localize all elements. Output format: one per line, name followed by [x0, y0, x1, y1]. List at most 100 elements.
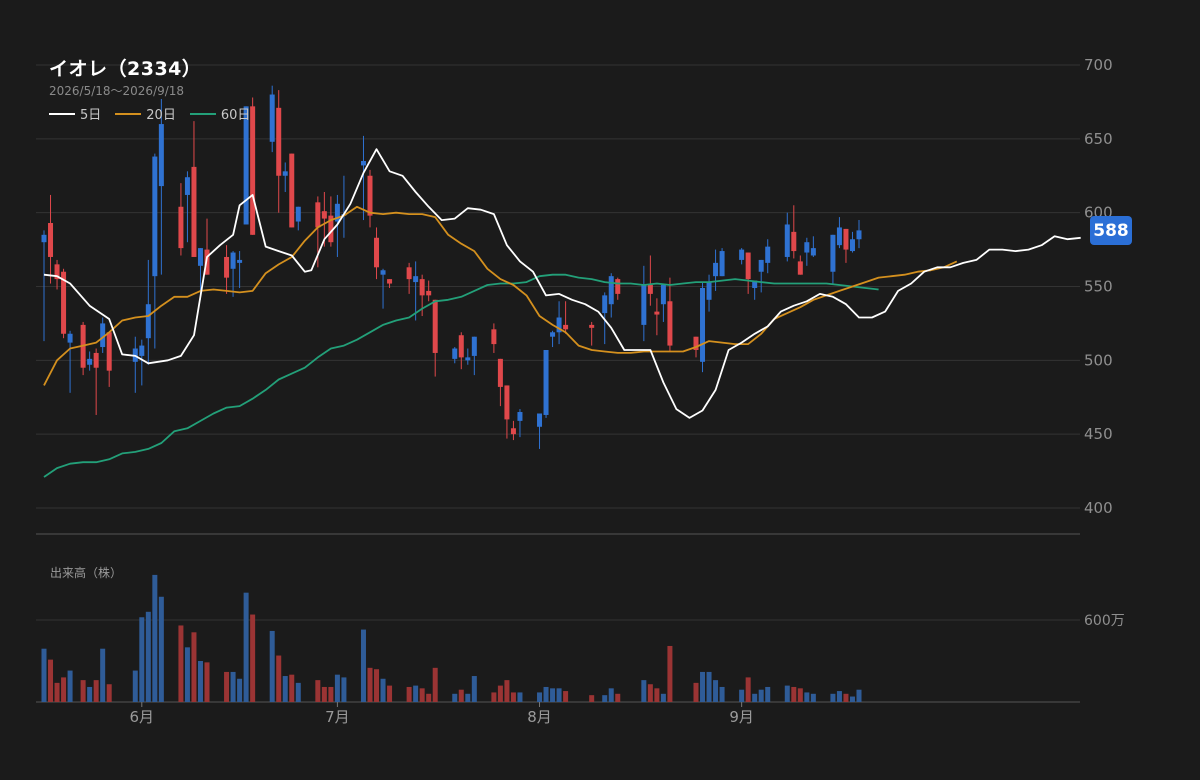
candle-body [517, 412, 523, 421]
candle-body [432, 299, 438, 353]
candle-body [191, 166, 197, 257]
candle-body [243, 106, 249, 225]
candle-body [458, 335, 464, 358]
volume-bar [830, 693, 836, 702]
month-tick-label: 8月 [527, 708, 552, 726]
volume-bar [80, 680, 86, 702]
candle-body [184, 177, 190, 195]
volume-bar [641, 680, 647, 702]
volume-bar [647, 684, 653, 702]
candle-body [765, 246, 771, 263]
candle-body [752, 280, 758, 288]
volume-bar [315, 680, 321, 702]
ma5-line [43, 148, 1081, 419]
candle-body [543, 349, 549, 415]
volume-bar [693, 682, 699, 702]
candle-body [276, 107, 282, 176]
legend: 5日 20日 60日 [49, 104, 250, 123]
candle-body [61, 271, 67, 334]
candle-body [497, 358, 503, 387]
legend-item-ma60[interactable]: 60日 [189, 104, 250, 123]
price-tick-label: 500 [1084, 351, 1113, 369]
legend-item-ma20[interactable]: 20日 [115, 104, 176, 123]
candle-body [250, 106, 256, 235]
candle-body [849, 239, 855, 252]
candle-body [41, 234, 47, 243]
volume-bar [321, 686, 327, 702]
volume-bar [791, 686, 797, 702]
candle-body [504, 385, 510, 420]
candle-body [647, 285, 653, 294]
volume-bar [387, 685, 393, 702]
volume-bar [237, 678, 243, 702]
volume-bar [706, 671, 712, 702]
price-tick-label: 700 [1084, 56, 1113, 74]
volume-bar [537, 692, 543, 702]
volume-bar [608, 688, 614, 702]
candle-body [719, 251, 725, 277]
candle-body [465, 357, 471, 361]
volume-bar [719, 686, 725, 702]
candle-body [654, 311, 660, 315]
candle-body [152, 156, 158, 277]
candle-body [556, 317, 562, 333]
candle-body [589, 324, 595, 328]
candle-body [758, 259, 764, 272]
volume-bar [667, 645, 673, 702]
month-axis: 6月 7月 8月 9月 [130, 702, 754, 726]
volume-bar [419, 688, 425, 702]
volume-bar [510, 692, 516, 702]
volume-bar [224, 671, 230, 702]
volume-bar [556, 688, 562, 702]
volume-bar [380, 678, 386, 702]
candle-body [93, 352, 99, 368]
volume-bar [250, 614, 256, 702]
candle-body [667, 301, 673, 346]
candle-body [608, 276, 614, 305]
volume-bar [145, 611, 151, 702]
volume-bar [804, 692, 810, 702]
candle-body [660, 285, 666, 305]
candle-body [810, 248, 816, 256]
volume-bar [810, 693, 816, 702]
candle-body [426, 290, 432, 296]
candle-body [452, 348, 458, 359]
volume-bar [856, 689, 862, 702]
volume-bar [458, 689, 464, 702]
candle-body [413, 276, 419, 283]
legend-item-ma5[interactable]: 5日 [49, 104, 101, 123]
candle-body [706, 282, 712, 300]
volume-bar [197, 661, 203, 702]
volume-bar [563, 691, 569, 702]
volume-bar [184, 647, 190, 702]
volume-bar [295, 682, 301, 702]
candle-body [745, 252, 751, 280]
moving-averages [43, 148, 1081, 478]
candle-body [739, 249, 745, 260]
volume-bar [452, 693, 458, 702]
candle-body [289, 153, 295, 228]
candle-body [54, 264, 60, 280]
chart-period: 2026/5/18〜2026/9/18 [49, 84, 185, 98]
candle-body [510, 428, 516, 435]
volume-bar [602, 695, 608, 702]
volume-bar [406, 686, 412, 702]
volume-bar [797, 688, 803, 702]
candle-body [374, 237, 380, 268]
volume-bar [132, 670, 138, 702]
volume-bar [100, 648, 106, 702]
candlesticks [41, 85, 862, 449]
volume-label: 出来高（株） [50, 566, 123, 580]
volume-bar [41, 648, 47, 702]
volume-bars [41, 574, 862, 702]
volume-bar [784, 685, 790, 702]
volume-bar [432, 667, 438, 702]
candle-body [100, 323, 106, 348]
volume-bar [413, 685, 419, 702]
volume-bar [700, 671, 706, 702]
volume-bar [843, 693, 849, 702]
volume-bar [660, 693, 666, 702]
chart-title: イオレ（2334） [49, 58, 202, 80]
